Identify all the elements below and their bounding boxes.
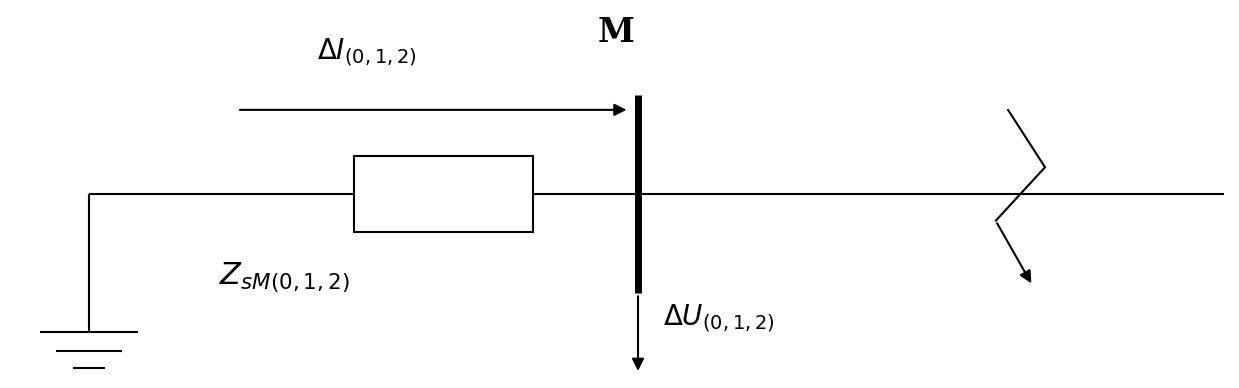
Text: $Z_{sM(0,1,2)}$: $Z_{sM(0,1,2)}$ bbox=[218, 261, 349, 295]
Text: $\Delta I_{(0,1,2)}$: $\Delta I_{(0,1,2)}$ bbox=[317, 36, 416, 68]
Text: M: M bbox=[597, 16, 634, 48]
Bar bbox=[354, 156, 533, 232]
Text: $\Delta U_{(0,1,2)}$: $\Delta U_{(0,1,2)}$ bbox=[663, 302, 774, 334]
